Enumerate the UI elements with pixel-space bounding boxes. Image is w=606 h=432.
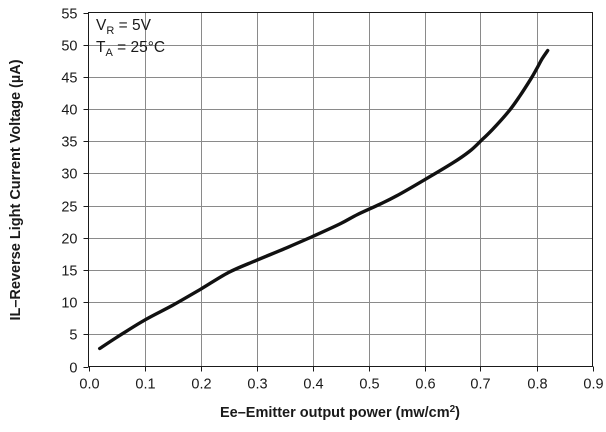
- y-tick-label: 0: [69, 361, 77, 377]
- grid: [88, 12, 593, 367]
- x-tick-label: 0.8: [527, 377, 547, 393]
- conditions-annotation: VR = 5V TA = 25°C: [96, 17, 165, 59]
- y-tick-label: 35: [61, 135, 77, 151]
- x-tick-label: 0.6: [415, 377, 435, 393]
- x-tick-label: 0.5: [359, 377, 379, 393]
- y-axis-label: IL–Reverse Light Current Voltage (µA): [8, 59, 24, 320]
- y-tick-label: 30: [61, 167, 77, 183]
- y-tick-label: 25: [61, 200, 77, 216]
- y-tick-label: 15: [61, 264, 77, 280]
- x-axis-label: Ee–Emitter output power (mw/cm2): [220, 404, 460, 421]
- x-tick-label: 0.9: [583, 377, 603, 393]
- x-tick-label: 0.2: [191, 377, 211, 393]
- annotation-line-1: VR = 5V: [96, 17, 152, 37]
- y-tick-label: 10: [61, 296, 77, 312]
- x-tick-label: 0.1: [135, 377, 155, 393]
- y-tick-label: 40: [61, 103, 77, 119]
- x-tick-label: 0.7: [470, 377, 490, 393]
- y-tick-label: 45: [61, 71, 77, 87]
- plot-frame: [87, 11, 594, 368]
- x-tick-label: 0.4: [303, 377, 323, 393]
- axis-ticks: [83, 12, 595, 372]
- y-tick-label: 55: [61, 7, 77, 23]
- x-tick-label: 0.0: [79, 377, 99, 393]
- y-tick-label: 50: [61, 39, 77, 55]
- x-tick-label: 0.3: [247, 377, 267, 393]
- y-tick-label: 5: [69, 328, 77, 344]
- annotation-line-2: TA = 25°C: [96, 39, 165, 59]
- y-axis-tick-labels: 0 5 10 15 20 25 30 35 40 45 50 55: [61, 7, 77, 377]
- x-axis-tick-labels: 0.0 0.1 0.2 0.3 0.4 0.5 0.6 0.7 0.8 0.9: [79, 377, 603, 393]
- y-tick-label: 20: [61, 232, 77, 248]
- series-line: [98, 48, 550, 351]
